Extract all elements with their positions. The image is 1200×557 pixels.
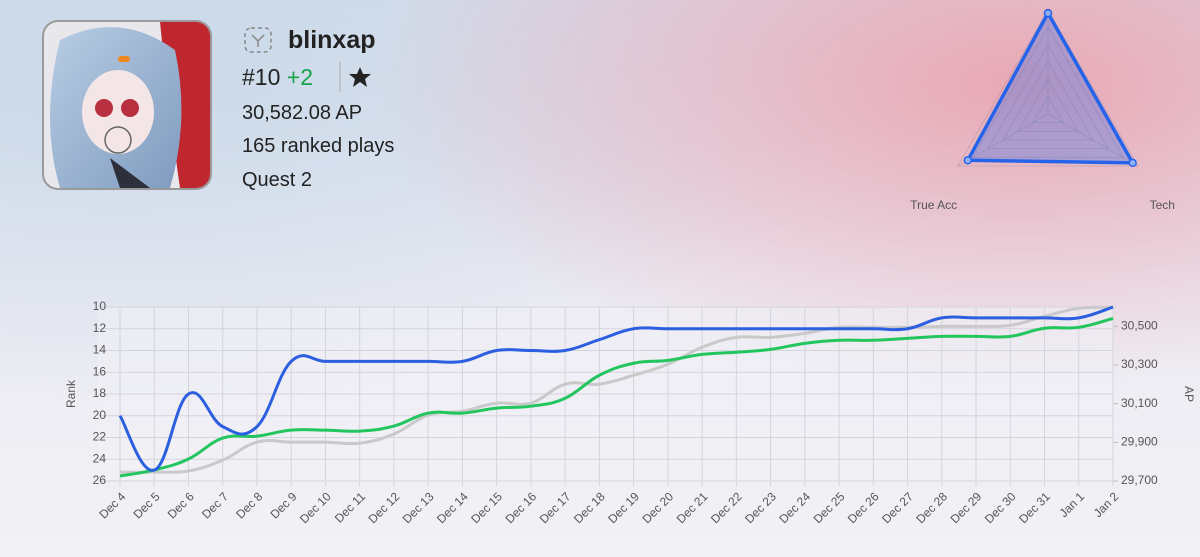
y2-tick-label: 30,500: [1121, 319, 1158, 333]
x-tick-label: Dec 20: [639, 489, 676, 526]
platform: Quest 2: [242, 169, 313, 191]
radar-spoke: [957, 113, 1049, 167]
ranked-plays: 165 ranked plays: [242, 135, 395, 157]
radar-point: [1043, 8, 1053, 18]
x-tick-label: Dec 22: [708, 489, 745, 526]
x-tick-label: Dec 23: [742, 489, 779, 526]
rank-value: #10: [242, 64, 281, 90]
x-tick-label: Dec 17: [537, 489, 574, 526]
x-tick-label: Dec 21: [674, 489, 711, 526]
series-line: [119, 316, 1114, 478]
radar-area: [964, 9, 1136, 165]
x-tick-label: Jan 1: [1056, 489, 1087, 520]
user-icon: [244, 27, 272, 53]
series-line: [119, 305, 1114, 474]
y-tick-label: 24: [93, 451, 107, 465]
radar-grid: [957, 9, 1139, 167]
y-tick-label: 20: [93, 408, 107, 422]
x-tick-label: Dec 19: [605, 489, 642, 526]
rank: #10 +2: [242, 64, 313, 91]
x-tick-label: Dec 24: [776, 489, 813, 526]
radar-grid: [1017, 78, 1079, 132]
radar-spoke: [1047, 113, 1139, 167]
x-tick-label: Dec 8: [233, 489, 265, 521]
avatar-clothes: [110, 158, 150, 188]
y-tick-label: 22: [93, 430, 107, 444]
x-tick-label: Dec 11: [332, 489, 368, 525]
x-tick-label: Dec 4: [96, 489, 128, 521]
rank-change: +2: [286, 64, 313, 90]
x-tick-label: Dec 6: [165, 489, 197, 521]
avatar-clip: [118, 56, 130, 62]
radar-grid: [972, 26, 1124, 158]
y2-tick-label: 29,900: [1121, 435, 1158, 449]
y2-axis-title: AP: [1182, 386, 1196, 402]
radar-grid: [1032, 95, 1064, 124]
y2-tick-label: 30,100: [1121, 396, 1158, 410]
x-tick-label: Dec 28: [913, 489, 950, 526]
y-tick-label: 12: [93, 321, 107, 335]
x-tick-label: Dec 14: [434, 489, 471, 526]
y-tick-label: 14: [93, 343, 107, 357]
y2-tick-label: 29,700: [1121, 473, 1158, 487]
avatar-eye: [95, 99, 113, 117]
x-tick-label: Dec 5: [131, 489, 163, 521]
ap: 30,582.08 AP: [242, 102, 363, 124]
radar-grid: [987, 43, 1109, 150]
radar-label: Tech: [1150, 198, 1175, 212]
x-tick-label: Dec 9: [267, 489, 299, 521]
radar-label: True Acc: [910, 198, 957, 212]
x-tick-label: Dec 25: [811, 489, 848, 526]
x-tick-label: Dec 26: [845, 489, 882, 526]
y-tick-label: 16: [93, 364, 107, 378]
y-axis-title: Rank: [64, 379, 78, 408]
x-tick-label: Dec 7: [199, 489, 231, 521]
series-line: [118, 305, 1114, 472]
radar-point: [963, 156, 973, 165]
x-tick-label: Dec 13: [400, 489, 437, 526]
y-tick-label: 10: [93, 299, 107, 313]
x-tick-label: Dec 29: [948, 489, 985, 526]
y2-tick-label: 30,300: [1121, 357, 1158, 371]
x-tick-label: Dec 15: [468, 489, 505, 526]
star-icon[interactable]: [349, 67, 371, 87]
y-tick-label: 26: [93, 473, 107, 487]
avatar[interactable]: [42, 20, 212, 190]
x-tick-label: Dec 31: [1016, 489, 1053, 526]
x-tick-label: Dec 10: [297, 489, 334, 526]
avatar-face: [82, 70, 154, 154]
radar-point: [1128, 158, 1137, 168]
x-tick-label: Jan 2: [1091, 489, 1122, 520]
x-tick-label: Dec 16: [502, 489, 539, 526]
x-tick-label: Dec 30: [982, 489, 1019, 526]
y-tick-label: 18: [93, 386, 107, 400]
avatar-glasses: [104, 126, 132, 154]
x-tick-label: Dec 18: [571, 489, 608, 526]
avatar-eye: [121, 99, 139, 117]
x-tick-label: Dec 12: [366, 489, 403, 526]
username[interactable]: blinxap: [288, 26, 376, 54]
x-tick-label: Dec 27: [879, 489, 916, 526]
radar-grid: [1002, 61, 1094, 141]
